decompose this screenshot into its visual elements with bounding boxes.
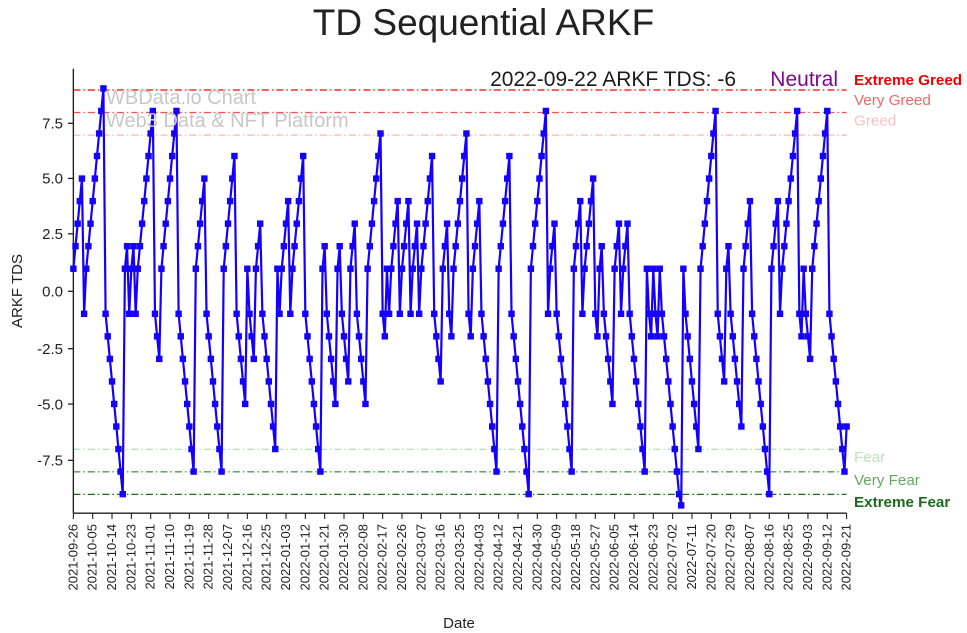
svg-text:Extreme Greed: Extreme Greed (854, 72, 962, 89)
svg-text:2022-09-12: 2022-09-12 (819, 524, 834, 591)
svg-text:2022-01-03: 2022-01-03 (278, 524, 293, 591)
svg-text:0.0: 0.0 (42, 284, 63, 301)
svg-text:-2.5: -2.5 (37, 341, 63, 358)
svg-text:-5.0: -5.0 (37, 396, 63, 413)
svg-text:2022-07-20: 2022-07-20 (703, 524, 718, 591)
svg-text:2022-04-12: 2022-04-12 (491, 524, 506, 591)
svg-text:2022-05-27: 2022-05-27 (587, 524, 602, 591)
svg-text:2022-09-21: 2022-09-21 (839, 524, 854, 591)
svg-text:2022-03-07: 2022-03-07 (413, 524, 428, 591)
svg-text:Neutral: Neutral (770, 68, 838, 91)
svg-text:2022-08-07: 2022-08-07 (742, 524, 757, 591)
svg-text:2022-04-21: 2022-04-21 (510, 524, 525, 591)
svg-text:2022-06-05: 2022-06-05 (607, 524, 622, 591)
svg-text:2021-11-19: 2021-11-19 (181, 524, 196, 590)
svg-text:2022-01-12: 2022-01-12 (297, 524, 312, 591)
svg-text:Very Fear: Very Fear (854, 472, 920, 489)
svg-text:2022-08-25: 2022-08-25 (781, 524, 796, 591)
svg-text:2022-04-30: 2022-04-30 (529, 524, 544, 591)
svg-text:Web3 Data & NFT Platform: Web3 Data & NFT Platform (106, 110, 349, 132)
svg-text:2.5: 2.5 (42, 226, 63, 243)
svg-text:Date: Date (443, 615, 475, 632)
svg-text:2022-03-25: 2022-03-25 (452, 524, 467, 591)
svg-text:2021-11-28: 2021-11-28 (201, 524, 216, 590)
svg-text:2022-03-16: 2022-03-16 (433, 524, 448, 591)
svg-text:2022-06-14: 2022-06-14 (626, 524, 641, 591)
svg-text:Fear: Fear (854, 449, 885, 466)
svg-text:2022-02-26: 2022-02-26 (394, 524, 409, 591)
svg-text:2022-07-29: 2022-07-29 (723, 524, 738, 591)
svg-text:2022-07-02: 2022-07-02 (665, 524, 680, 591)
svg-text:2021-10-14: 2021-10-14 (104, 524, 119, 591)
svg-text:2022-01-30: 2022-01-30 (336, 524, 351, 591)
svg-text:2022-04-03: 2022-04-03 (471, 524, 486, 591)
svg-text:2022-09-22 ARKF TDS: -6: 2022-09-22 ARKF TDS: -6 (490, 68, 736, 91)
svg-text:2021-11-01: 2021-11-01 (143, 524, 158, 590)
svg-text:2022-07-11: 2022-07-11 (684, 524, 699, 590)
svg-text:2021-10-05: 2021-10-05 (85, 524, 100, 591)
svg-text:2021-12-25: 2021-12-25 (259, 524, 274, 591)
svg-text:2022-06-23: 2022-06-23 (645, 524, 660, 591)
svg-text:7.5: 7.5 (42, 116, 63, 133)
svg-text:2022-05-09: 2022-05-09 (549, 524, 564, 591)
svg-text:2021-10-23: 2021-10-23 (123, 524, 138, 591)
svg-text:ARKF TDS: ARKF TDS (9, 254, 26, 328)
svg-text:Extreme Fear: Extreme Fear (854, 494, 950, 511)
svg-text:2022-08-16: 2022-08-16 (761, 524, 776, 591)
svg-text:2022-02-17: 2022-02-17 (375, 524, 390, 591)
svg-text:2021-09-26: 2021-09-26 (65, 524, 80, 591)
svg-text:2022-01-21: 2022-01-21 (317, 524, 332, 591)
svg-text:Greed: Greed (854, 113, 896, 130)
svg-text:5.0: 5.0 (42, 171, 63, 188)
svg-text:2022-05-18: 2022-05-18 (568, 524, 583, 591)
svg-text:2021-11-10: 2021-11-10 (162, 524, 177, 590)
svg-text:2022-02-08: 2022-02-08 (355, 524, 370, 591)
svg-text:Very Greed: Very Greed (854, 92, 931, 109)
svg-text:2021-12-07: 2021-12-07 (220, 524, 235, 591)
svg-text:2022-09-03: 2022-09-03 (800, 524, 815, 591)
svg-text:-7.5: -7.5 (37, 453, 63, 470)
svg-text:WBData.io Chart: WBData.io Chart (106, 87, 256, 109)
svg-text:2021-12-16: 2021-12-16 (239, 524, 254, 591)
